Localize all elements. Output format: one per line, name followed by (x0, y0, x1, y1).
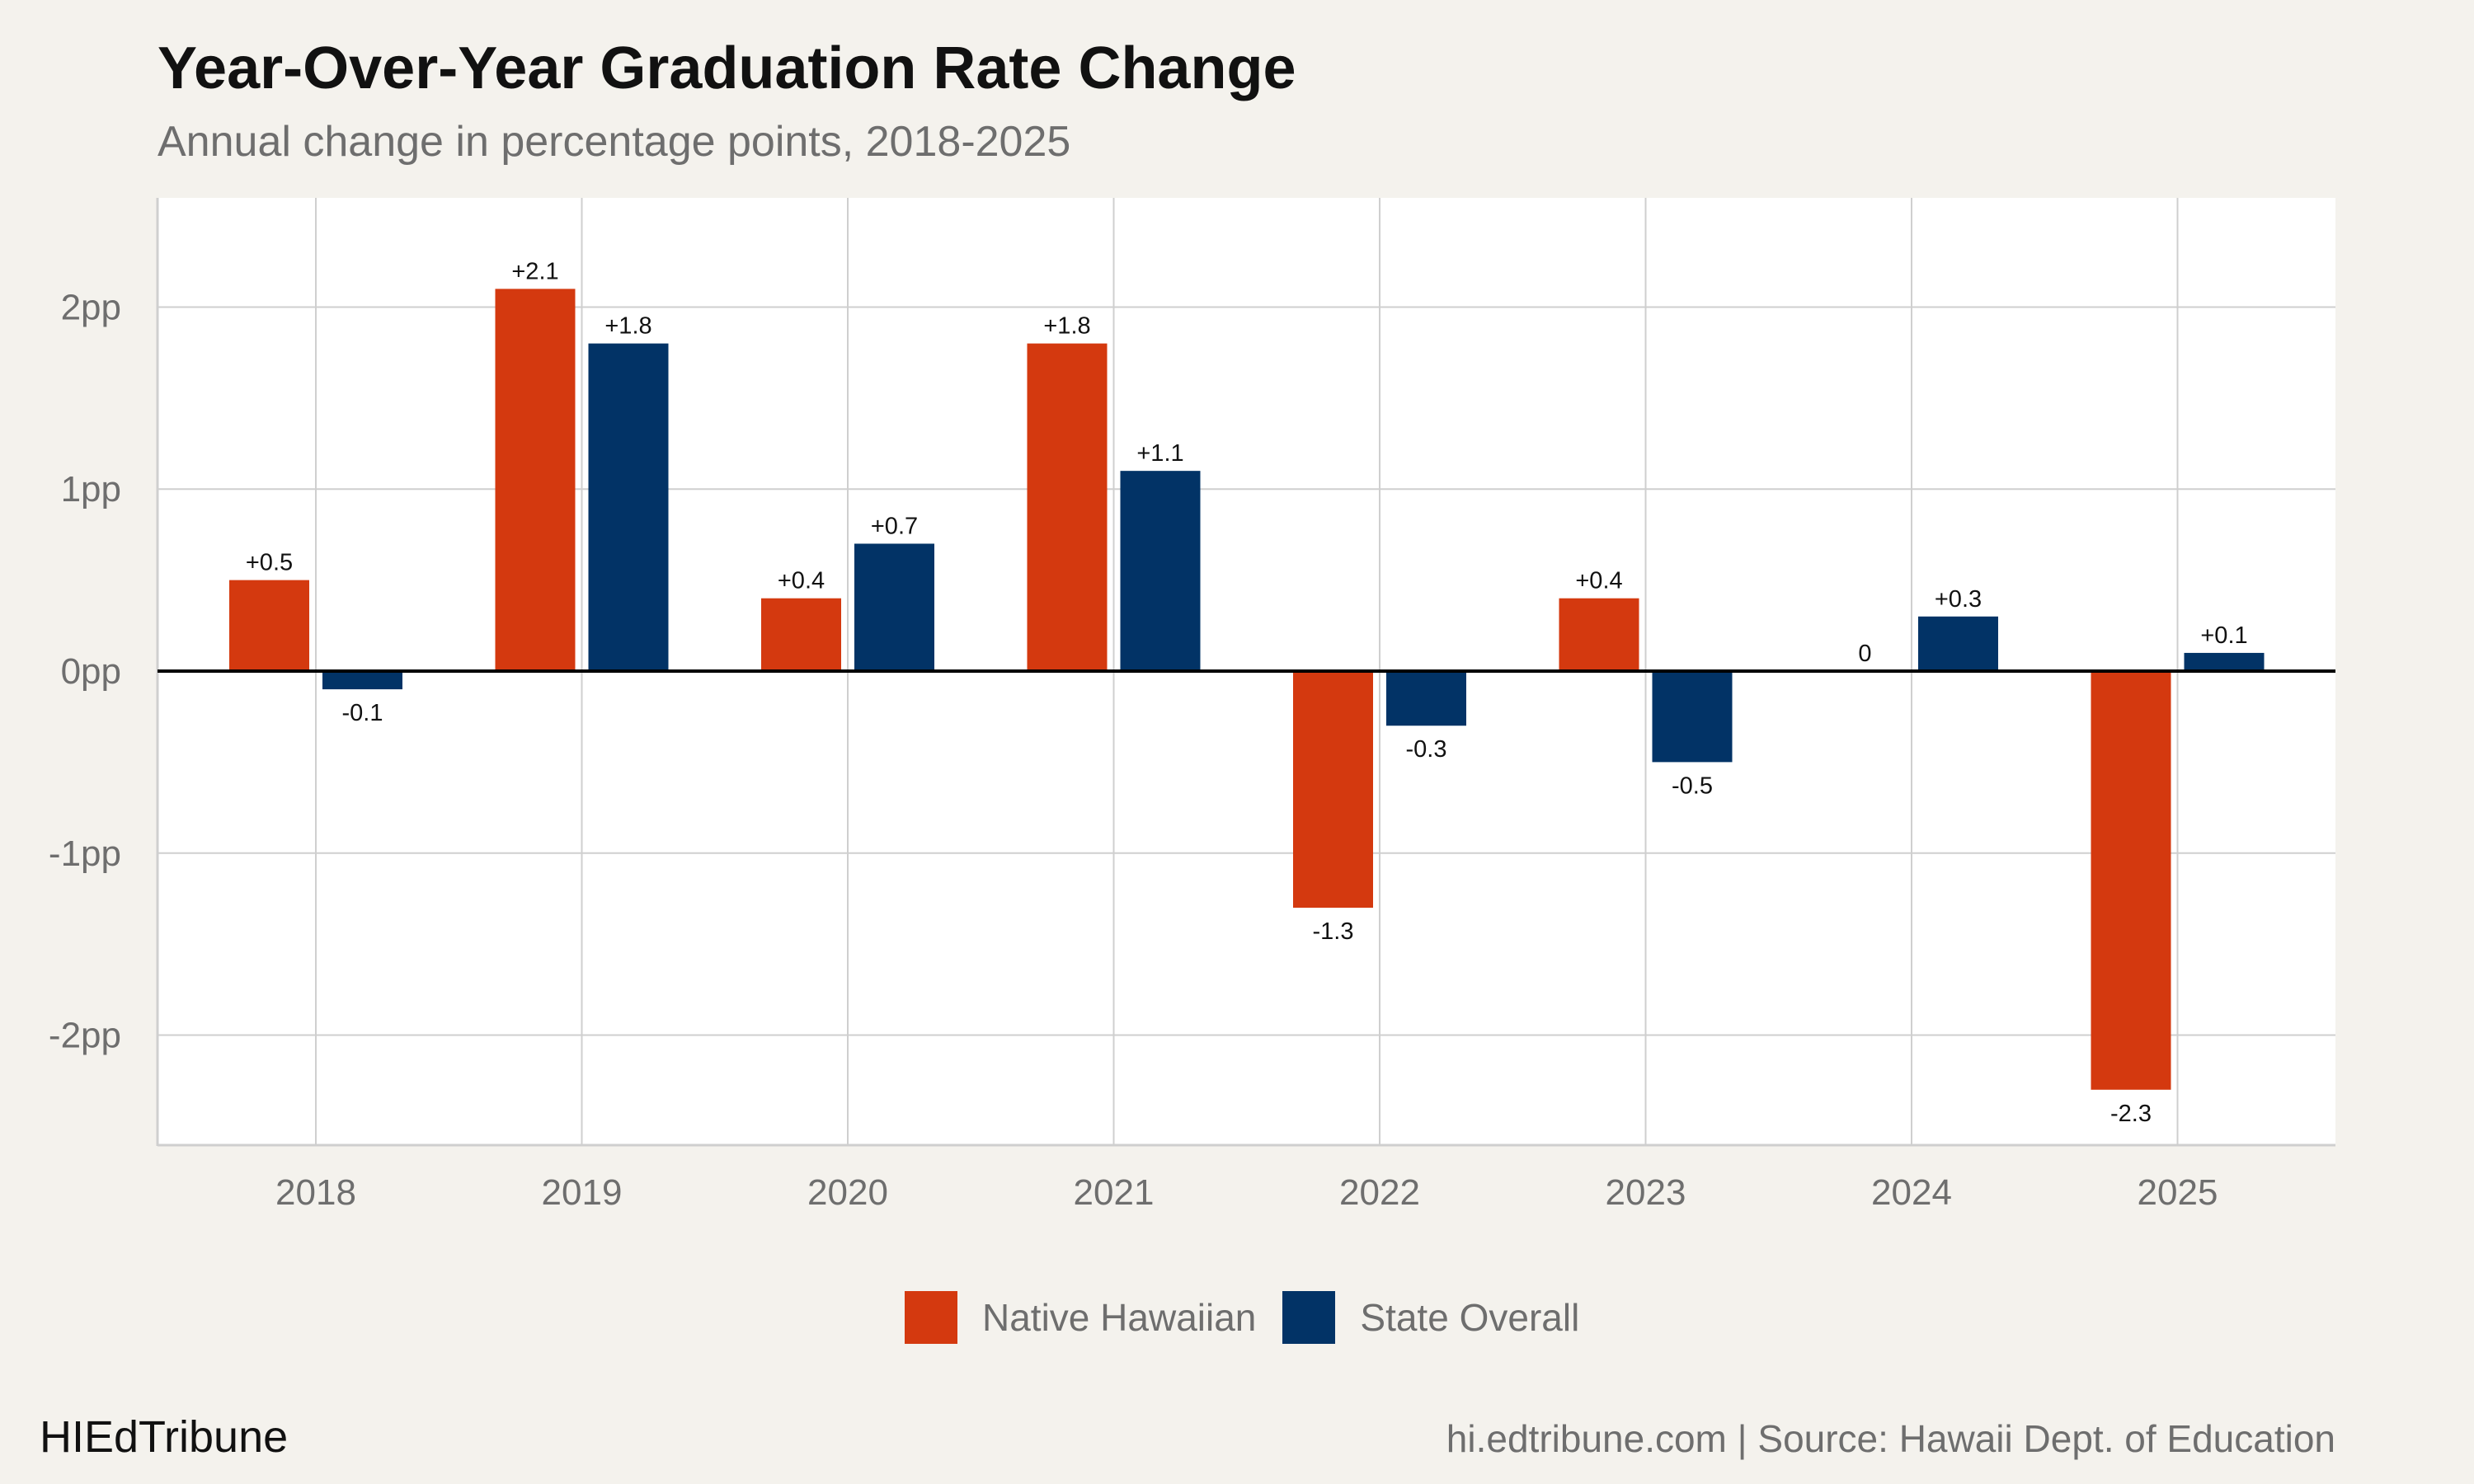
y-tick-label: -2pp (49, 1016, 121, 1056)
value-label-native-hawaiian-2022: -1.3 (1313, 918, 1354, 945)
y-tick-label: -1pp (49, 834, 121, 874)
value-label-state-overall-2022: -0.3 (1406, 736, 1447, 763)
y-tick-label: 2pp (61, 287, 121, 327)
bar-state-overall-2022 (1386, 671, 1466, 726)
bar-state-overall-2023 (1652, 671, 1733, 763)
brand-logo-text: HIEdTribune (40, 1412, 289, 1462)
y-tick-label: 1pp (61, 469, 121, 510)
x-tick-label: 2023 (1606, 1172, 1686, 1213)
y-tick-label: 0pp (61, 651, 121, 692)
chart-subtitle: Annual change in percentage points, 2018… (158, 118, 1071, 166)
x-tick-label: 2022 (1339, 1172, 1420, 1213)
legend-item-state-overall: State Overall (1282, 1291, 1579, 1344)
bar-native-hawaiian-2022 (1293, 671, 1373, 908)
legend: Native Hawaiian State Overall (905, 1290, 1606, 1345)
value-labels: +0.5 -0.1 +2.1 +1.8 +0.4 +0.7 +1.8 +1.1 -1.3 -0.3… (246, 258, 2248, 1126)
bar-state-overall-2024 (1918, 616, 1998, 671)
bar-native-hawaiian-2018 (229, 580, 309, 671)
legend-item-native-hawaiian: Native Hawaiian (905, 1291, 1256, 1344)
x-tick-label: 2018 (275, 1172, 356, 1213)
value-label-state-overall-2020: +0.7 (871, 513, 918, 539)
value-label-state-overall-2019: +1.8 (604, 313, 651, 340)
value-label-state-overall-2025: +0.1 (2200, 622, 2247, 649)
value-label-state-overall-2021: +1.1 (1136, 440, 1183, 467)
bar-native-hawaiian-2019 (495, 289, 576, 671)
legend-label-native-hawaiian: Native Hawaiian (982, 1296, 1257, 1339)
value-label-state-overall-2018: -0.1 (342, 700, 383, 726)
bar-state-overall-2018 (322, 671, 402, 690)
chart-title: Year-Over-Year Graduation Rate Change (158, 35, 1296, 101)
legend-swatch-native-hawaiian (905, 1291, 957, 1344)
value-label-native-hawaiian-2020: +0.4 (778, 568, 825, 594)
y-axis-ticks: -2pp -1pp 0pp 1pp 2pp (49, 287, 121, 1055)
value-label-state-overall-2023: -0.5 (1672, 773, 1713, 799)
x-tick-label: 2020 (807, 1172, 888, 1213)
value-label-native-hawaiian-2023: +0.4 (1575, 568, 1622, 594)
x-tick-label: 2025 (2138, 1172, 2218, 1213)
bar-state-overall-2021 (1120, 471, 1201, 671)
value-label-state-overall-2024: +0.3 (1935, 586, 1982, 613)
bar-native-hawaiian-2020 (761, 598, 841, 671)
bar-native-hawaiian-2023 (1559, 598, 1639, 671)
source-note: hi.edtribune.com | Source: Hawaii Dept. … (1446, 1417, 2335, 1460)
value-label-native-hawaiian-2018: +0.5 (246, 550, 293, 576)
bar-state-overall-2025 (2184, 652, 2265, 671)
x-tick-label: 2021 (1074, 1172, 1155, 1213)
bar-native-hawaiian-2025 (2091, 671, 2171, 1090)
bar-native-hawaiian-2021 (1027, 343, 1108, 671)
value-label-native-hawaiian-2024: 0 (1858, 641, 1871, 667)
bars (229, 289, 2265, 1090)
value-label-native-hawaiian-2021: +1.8 (1043, 313, 1090, 340)
bar-state-overall-2020 (854, 543, 934, 671)
value-label-native-hawaiian-2025: -2.3 (2110, 1101, 2152, 1127)
value-label-native-hawaiian-2019: +2.1 (511, 258, 558, 284)
x-tick-label: 2019 (542, 1172, 623, 1213)
legend-swatch-state-overall (1282, 1291, 1336, 1344)
x-tick-label: 2024 (1871, 1172, 1952, 1213)
bar-state-overall-2019 (588, 343, 669, 671)
legend-label-state-overall: State Overall (1360, 1296, 1580, 1339)
x-axis-ticks: 2018 2019 2020 2021 2022 2023 2024 2025 (275, 1172, 2218, 1213)
